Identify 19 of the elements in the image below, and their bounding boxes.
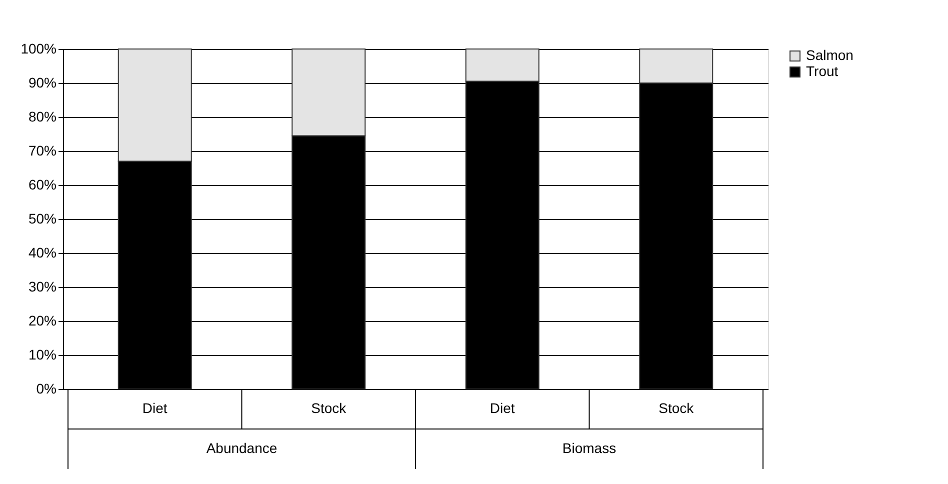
text: Biomass: [562, 440, 616, 456]
y-tick-label: 70%: [28, 142, 56, 158]
y-tick-label: 50%: [28, 210, 56, 226]
y-tick-label: 80%: [28, 108, 56, 124]
y-tick-label: 90%: [28, 74, 56, 90]
y-tick-label: 30%: [28, 278, 56, 294]
y-tick-label: 40%: [28, 244, 56, 260]
y-tick-label: 100%: [20, 40, 56, 56]
y-tick-label: 0%: [36, 380, 56, 396]
legend-label: Trout: [806, 63, 838, 79]
text: Abundance: [206, 440, 278, 456]
x-tick-label: Diet: [142, 400, 168, 416]
y-tick-label: 20%: [28, 312, 56, 328]
x-tick-label: Stock: [311, 400, 348, 416]
x-tick-label: Diet: [490, 400, 515, 416]
y-tick-label: 10%: [28, 346, 56, 362]
x-tick-label: Stock: [658, 400, 695, 416]
y-tick-label: 60%: [28, 176, 56, 192]
legend-label: Salmon: [806, 47, 854, 63]
